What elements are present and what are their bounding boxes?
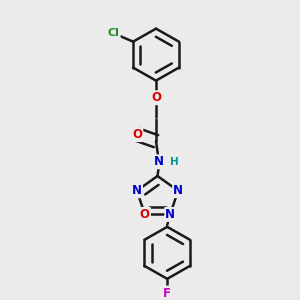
Text: O: O xyxy=(140,208,150,221)
Text: N: N xyxy=(165,208,175,221)
Text: N: N xyxy=(154,155,164,168)
Text: O: O xyxy=(132,128,142,141)
Text: O: O xyxy=(140,208,150,221)
Text: N: N xyxy=(132,184,142,197)
Text: N: N xyxy=(132,184,142,197)
Text: N: N xyxy=(173,184,183,197)
Text: Cl: Cl xyxy=(108,28,120,38)
Text: H: H xyxy=(169,157,178,167)
Text: O: O xyxy=(151,91,161,104)
Text: F: F xyxy=(163,286,171,299)
